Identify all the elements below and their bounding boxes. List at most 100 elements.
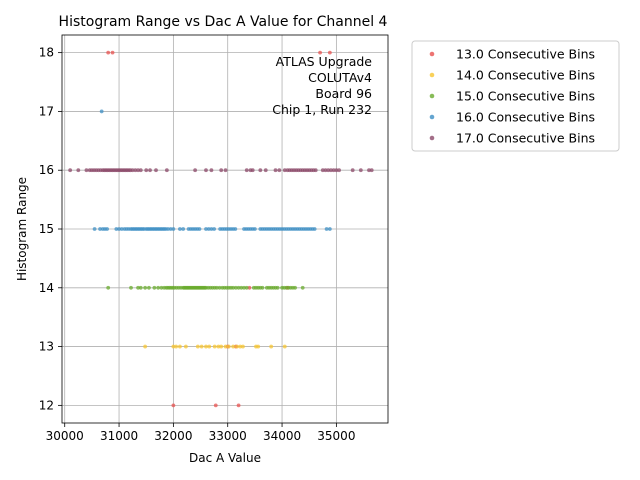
data-point (204, 344, 208, 349)
data-point (269, 344, 274, 349)
data-point (337, 168, 341, 173)
data-point (129, 285, 133, 290)
data-point (181, 227, 186, 231)
data-point (136, 285, 140, 290)
data-point (247, 285, 252, 290)
plot-area (61, 34, 389, 424)
data-points (68, 50, 374, 408)
data-point (156, 285, 161, 290)
data-point (312, 227, 317, 231)
data-point (252, 227, 257, 231)
data-point (273, 168, 278, 173)
data-point (231, 344, 236, 349)
data-point (106, 50, 111, 55)
legend-label: 14.0 Consecutive Bins (456, 68, 595, 83)
data-point (244, 285, 249, 290)
data-point (258, 168, 263, 173)
legend-items: 13.0 Consecutive Bins 14.0 Consecutive Bi… (429, 47, 595, 146)
data-point (193, 168, 198, 173)
data-point (212, 344, 217, 349)
data-point (159, 285, 164, 290)
x-tick-label: 30000 (46, 429, 84, 443)
series-points (143, 344, 287, 349)
data-point (275, 285, 280, 290)
data-point (133, 168, 138, 173)
data-point (136, 168, 140, 173)
data-point (369, 168, 374, 173)
data-point (110, 50, 115, 55)
data-point (143, 285, 148, 290)
data-point (199, 344, 204, 349)
data-point (143, 344, 148, 349)
annotation-line-1: ATLAS Upgrade (276, 54, 373, 69)
data-point (327, 50, 332, 55)
data-point (197, 227, 202, 231)
y-tick-label: 18 (39, 46, 54, 60)
legend-label: 15.0 Consecutive Bins (456, 89, 595, 104)
annotation-block: ATLAS Upgrade COLUTAv4 Board 96 Chip 1, … (272, 54, 372, 117)
data-point (242, 285, 246, 290)
data-point (300, 285, 305, 290)
chart-title: Histogram Range vs Dac A Value for Chann… (59, 14, 388, 30)
y-axis-label: Histogram Range (15, 177, 29, 281)
data-point (293, 285, 297, 290)
data-point (171, 403, 176, 408)
data-point (183, 344, 188, 349)
data-point (313, 168, 318, 173)
data-point (223, 168, 228, 173)
data-point (358, 168, 363, 173)
y-tick-label: 16 (39, 163, 54, 177)
data-point (152, 285, 157, 290)
data-point (105, 227, 109, 231)
data-point (92, 227, 97, 231)
data-point (114, 227, 119, 231)
data-point (174, 344, 179, 349)
legend-label: 17.0 Consecutive Bins (456, 131, 595, 146)
data-point (277, 168, 282, 173)
data-point (171, 344, 176, 349)
data-point (331, 168, 336, 173)
legend-marker (429, 51, 435, 57)
data-point (68, 168, 73, 173)
x-axis-ticks: 30000 31000 32000 33000 34000 35000 (46, 423, 355, 443)
data-point (350, 168, 355, 173)
data-point (195, 344, 200, 349)
data-point (209, 227, 214, 231)
data-point (231, 285, 236, 290)
legend-marker (429, 135, 435, 141)
data-point (219, 168, 224, 173)
data-point (235, 344, 239, 349)
legend-marker (429, 93, 435, 99)
y-tick-label: 14 (39, 281, 54, 295)
data-point (212, 227, 217, 231)
x-axis-label: Dac A Value (189, 451, 261, 465)
data-point (239, 285, 244, 290)
data-point (318, 50, 322, 55)
annotation-line-2: COLUTAv4 (308, 70, 372, 85)
data-point (178, 344, 182, 349)
data-point (213, 403, 218, 408)
data-point (138, 285, 143, 290)
data-point (367, 168, 371, 173)
data-point (130, 168, 135, 173)
legend: 13.0 Consecutive Bins 14.0 Consecutive Bi… (411, 40, 620, 152)
data-point (154, 168, 158, 173)
data-point (166, 227, 170, 231)
data-point (216, 344, 221, 349)
data-point (144, 168, 149, 173)
data-point (178, 227, 182, 231)
data-point (164, 168, 169, 173)
data-point (204, 227, 208, 231)
x-tick-label: 35000 (317, 429, 355, 443)
data-point (233, 227, 238, 231)
data-point (209, 168, 214, 173)
legend-frame (411, 40, 620, 152)
legend-label: 16.0 Consecutive Bins (456, 110, 595, 125)
data-point (119, 227, 124, 231)
data-point (76, 168, 81, 173)
data-point (214, 285, 219, 290)
data-point (238, 344, 243, 349)
series-points (92, 109, 332, 231)
legend-label: 13.0 Consecutive Bins (456, 47, 595, 62)
